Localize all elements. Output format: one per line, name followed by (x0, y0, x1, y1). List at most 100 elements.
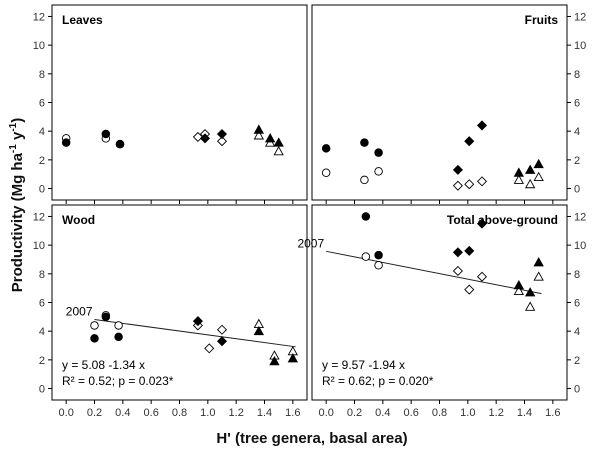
data-point-filled-circle (101, 312, 111, 322)
data-point-filled-diamond (452, 247, 463, 258)
y-tick-label: 6 (39, 298, 45, 310)
y-tick-label: 8 (574, 269, 580, 281)
y-tick-label: 12 (574, 11, 586, 23)
data-point-open-diamond (452, 180, 463, 191)
data-point-filled-triangle (533, 158, 544, 169)
panel-fruits: 0 2 4 6 8 10 12 Fruits (311, 4, 586, 204)
data-point-filled-diamond (452, 164, 463, 175)
data-point-open-diamond (452, 265, 463, 276)
data-point-open-circle (321, 168, 331, 178)
panel-total-above-ground: 0 2 4 6 8 10 12 0.0 0.2 0.4 0.6 0.8 1.0 1.2 1.4 1.6 Tota… (297, 204, 586, 419)
x-tick-label: 0.4 (375, 407, 390, 419)
y-tick-label: 2 (39, 355, 45, 367)
data-point-filled-diamond (216, 129, 228, 140)
data-point-open-triangle (253, 130, 264, 140)
y-tick-label: 12 (33, 11, 45, 23)
data-point-open-diamond (464, 179, 475, 190)
y-tick-label: 6 (574, 298, 580, 310)
x-tick-label: 0.8 (432, 407, 447, 419)
panel-title: Leaves (62, 13, 103, 27)
data-point-filled-circle (374, 250, 383, 260)
trend-line (326, 250, 542, 295)
data-point-filled-circle (361, 212, 371, 221)
data-point-open-diamond (204, 343, 215, 354)
data-point-open-circle (114, 321, 123, 330)
y-tick-label: 0 (39, 184, 45, 196)
trend-line-label: 2007 (66, 305, 93, 319)
data-point-open-triangle (525, 178, 536, 189)
data-point-open-circle (374, 167, 383, 176)
x-tick-label: 1.2 (229, 407, 244, 419)
x-tick-label: 0.8 (172, 407, 187, 419)
data-point-open-circle (374, 260, 383, 270)
data-point-filled-triangle (269, 355, 280, 366)
x-axis-title: H' (tree genera, basal area) (216, 430, 407, 447)
regression-stats: R² = 0.52; p = 0.023* (62, 374, 174, 388)
data-point-filled-diamond (192, 316, 203, 327)
data-point-open-diamond (464, 284, 475, 295)
data-point-filled-circle (61, 138, 71, 147)
y-tick-label: 10 (574, 40, 586, 52)
data-point-open-diamond (476, 176, 488, 187)
data-point-open-circle (361, 252, 371, 261)
y-tick-label: 2 (39, 155, 45, 167)
x-tick-label: 1.4 (257, 407, 272, 419)
trend-line-label: 2007 (297, 236, 324, 250)
data-point-open-triangle (533, 171, 544, 182)
y-tick-label: 0 (39, 384, 45, 396)
y-tick-label: 4 (574, 126, 580, 138)
panel-title: Total above-ground (447, 213, 558, 227)
data-point-open-triangle (513, 285, 524, 295)
data-point-open-circle (90, 321, 99, 330)
panel-frame (51, 4, 308, 201)
y-tick-label: 10 (574, 240, 586, 252)
y-axis-title: Productivity (Mg ha-1 y-1) (8, 118, 26, 293)
panel-title: Wood (62, 213, 95, 227)
y-tick-label: 6 (574, 98, 580, 110)
panel-title: Fruits (525, 13, 559, 27)
data-point-filled-triangle (533, 257, 544, 267)
x-tick-label: 1.2 (489, 407, 504, 419)
data-point-filled-diamond (216, 336, 228, 347)
y-tick-label: 10 (33, 240, 45, 252)
y-tick-label: 2 (574, 355, 580, 367)
data-point-filled-triangle (513, 167, 524, 177)
regression-equation: y = 9.57 -1.94 x (322, 358, 405, 372)
data-point-filled-diamond (476, 218, 488, 229)
x-tick-label: 0.0 (319, 407, 334, 419)
data-point-filled-circle (115, 139, 125, 149)
panel-wood: 0 2 4 6 8 10 12 0.0 0.2 0.4 0.6 0.8 1.0 1.2 1.4 1.6 Wood… (33, 204, 308, 419)
y-tick-label: 10 (33, 40, 45, 52)
data-point-open-triangle (525, 301, 536, 311)
data-point-filled-circle (101, 129, 111, 139)
y-tick-label: 4 (39, 126, 45, 138)
x-tick-label: 0.6 (404, 407, 419, 419)
data-point-open-diamond (216, 136, 228, 147)
y-tick-label: 4 (39, 326, 45, 338)
data-point-open-triangle (513, 174, 524, 184)
x-tick-label: 1.6 (285, 407, 300, 419)
data-point-filled-diamond (464, 136, 475, 147)
y-tick-label: 6 (39, 98, 45, 110)
y-tick-label: 8 (39, 269, 45, 281)
data-point-filled-triangle (525, 164, 536, 174)
y-tick-label: 0 (574, 184, 580, 196)
x-tick-label: 0.2 (87, 407, 102, 419)
data-point-filled-triangle (287, 353, 298, 363)
x-tick-label: 1.4 (517, 407, 532, 419)
y-tick-label: 8 (574, 69, 580, 81)
x-tick-label: 0.0 (59, 407, 74, 419)
data-point-open-triangle (533, 271, 544, 281)
data-point-open-circle (360, 175, 369, 185)
trend-line (94, 319, 296, 348)
x-tick-label: 0.4 (115, 407, 130, 419)
data-point-filled-circle (360, 138, 369, 147)
data-point-filled-triangle (513, 279, 524, 290)
panel-leaves: 0 2 4 6 8 10 12 Leaves (33, 4, 308, 204)
regression-equation: y = 5.08 -1.34 x (62, 358, 145, 372)
data-point-filled-circle (90, 334, 99, 343)
x-tick-label: 1.0 (460, 407, 475, 419)
y-tick-label: 2 (574, 155, 580, 167)
x-tick-label: 0.6 (144, 407, 159, 419)
